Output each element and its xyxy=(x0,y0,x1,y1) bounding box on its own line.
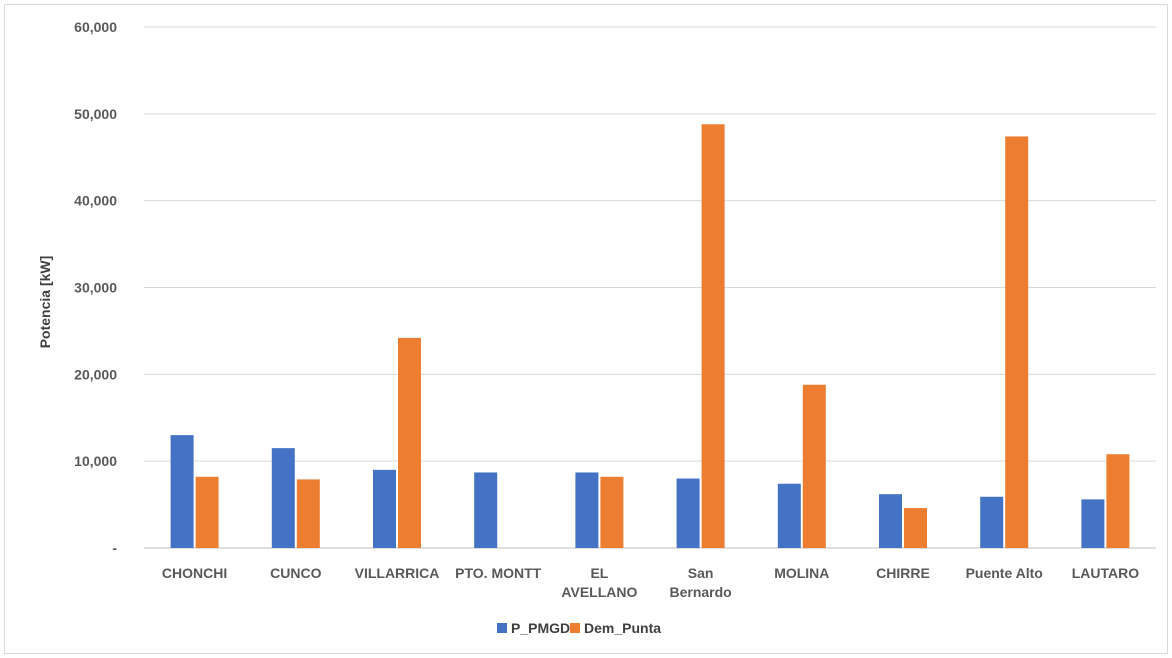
legend-swatch xyxy=(497,623,507,633)
bar-dem-punta xyxy=(904,508,927,548)
y-tick-label: 50,000 xyxy=(74,106,117,122)
x-tick-label: Puente Alto xyxy=(966,565,1043,581)
x-tick-label: LAUTARO xyxy=(1072,565,1140,581)
y-tick-label: 20,000 xyxy=(74,366,117,382)
bar-p-pmgd xyxy=(1081,499,1105,548)
bar-p-pmgd xyxy=(879,494,902,548)
bars xyxy=(170,124,1130,549)
bar-p-pmgd xyxy=(474,472,498,548)
y-axis-title: Potencia [kW] xyxy=(37,256,53,349)
bar-p-pmgd xyxy=(271,448,295,548)
x-tick-label: PTO. MONTT xyxy=(455,565,542,581)
bar-p-pmgd xyxy=(777,483,801,548)
x-tick-label: EL AVELLANO xyxy=(561,565,637,600)
x-tick-label: CUNCO xyxy=(270,565,321,581)
bar-p-pmgd xyxy=(980,496,1004,548)
bar-dem-punta xyxy=(1005,136,1029,548)
bar-dem-punta xyxy=(600,476,624,548)
y-tick-label: - xyxy=(112,540,117,556)
x-tick-label: VILLARRICA xyxy=(355,565,440,581)
y-tick-label: 10,000 xyxy=(74,453,117,469)
bar-p-pmgd xyxy=(170,435,194,548)
bar-p-pmgd xyxy=(575,472,599,548)
bar-dem-punta xyxy=(398,337,421,548)
bar-p-pmgd xyxy=(676,478,700,548)
x-tick-label: CHIRRE xyxy=(876,565,930,581)
y-tick-label: 30,000 xyxy=(74,280,117,296)
bar-p-pmgd xyxy=(373,469,396,548)
x-tick-label: CHONCHI xyxy=(162,565,227,581)
legend-label: Dem_Punta xyxy=(584,620,661,636)
bar-dem-punta xyxy=(701,124,725,549)
x-tick-label: San Bernardo xyxy=(669,565,731,600)
x-tick-label: MOLINA xyxy=(774,565,829,581)
y-axis-ticks: - 10,000 20,000 30,000 40,000 50,000 60,000 xyxy=(74,19,117,556)
legend-label: P_PMGD xyxy=(511,620,570,636)
x-axis-ticks: CHONCHI CUNCO VILLARRICA PTO. MONTT EL AVELLA… xyxy=(162,565,1139,600)
bar-dem-punta xyxy=(802,384,826,548)
bar-dem-punta xyxy=(296,479,320,548)
gridlines xyxy=(144,26,1156,549)
bar-dem-punta xyxy=(195,476,219,548)
legend: P_PMGD Dem_Punta xyxy=(497,620,661,636)
y-tick-label: 40,000 xyxy=(74,193,117,209)
bar-dem-punta xyxy=(1106,454,1130,548)
y-tick-label: 60,000 xyxy=(74,19,117,35)
legend-swatch xyxy=(570,623,580,633)
